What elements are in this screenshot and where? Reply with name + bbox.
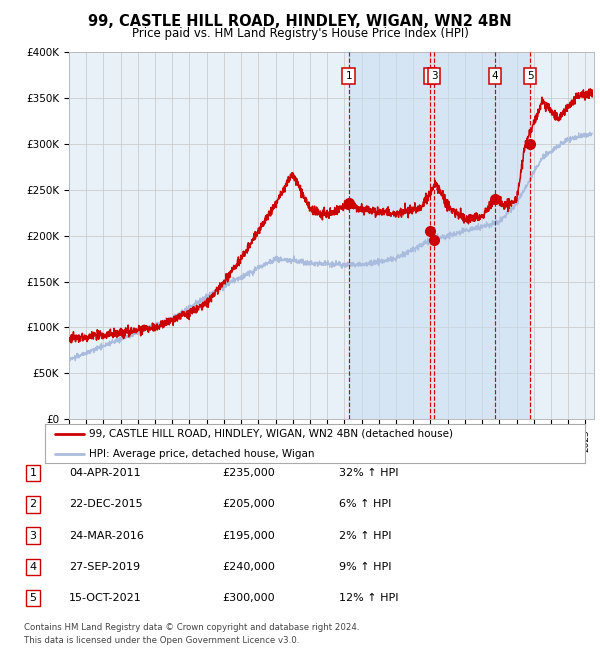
Text: 12% ↑ HPI: 12% ↑ HPI [339,593,398,603]
Text: 1: 1 [346,71,352,81]
Text: 3: 3 [431,71,437,81]
Text: 5: 5 [29,593,37,603]
Bar [349,52,530,419]
Text: 99, CASTLE HILL ROAD, HINDLEY, WIGAN, WN2 4BN: 99, CASTLE HILL ROAD, HINDLEY, WIGAN, WN… [88,14,512,29]
Text: Price paid vs. HM Land Registry's House Price Index (HPI): Price paid vs. HM Land Registry's House … [131,27,469,40]
Text: £235,000: £235,000 [222,468,275,478]
Text: 22-DEC-2015: 22-DEC-2015 [69,499,143,510]
Text: 24-MAR-2016: 24-MAR-2016 [69,530,144,541]
Text: 2: 2 [29,499,37,510]
Text: 4: 4 [29,562,37,572]
Text: 6% ↑ HPI: 6% ↑ HPI [339,499,391,510]
Text: £240,000: £240,000 [222,562,275,572]
Text: 2: 2 [427,71,433,81]
Text: 27-SEP-2019: 27-SEP-2019 [69,562,140,572]
Text: 5: 5 [527,71,533,81]
Text: £195,000: £195,000 [222,530,275,541]
Text: Contains HM Land Registry data © Crown copyright and database right 2024.
This d: Contains HM Land Registry data © Crown c… [24,623,359,645]
Text: 15-OCT-2021: 15-OCT-2021 [69,593,142,603]
Text: 99, CASTLE HILL ROAD, HINDLEY, WIGAN, WN2 4BN (detached house): 99, CASTLE HILL ROAD, HINDLEY, WIGAN, WN… [89,428,453,439]
Text: 9% ↑ HPI: 9% ↑ HPI [339,562,391,572]
Text: 2% ↑ HPI: 2% ↑ HPI [339,530,391,541]
Text: 1: 1 [29,468,37,478]
Text: 32% ↑ HPI: 32% ↑ HPI [339,468,398,478]
Text: 4: 4 [491,71,498,81]
Text: 3: 3 [29,530,37,541]
Text: £300,000: £300,000 [222,593,275,603]
Text: £205,000: £205,000 [222,499,275,510]
Text: 04-APR-2011: 04-APR-2011 [69,468,140,478]
Text: HPI: Average price, detached house, Wigan: HPI: Average price, detached house, Wiga… [89,449,315,459]
